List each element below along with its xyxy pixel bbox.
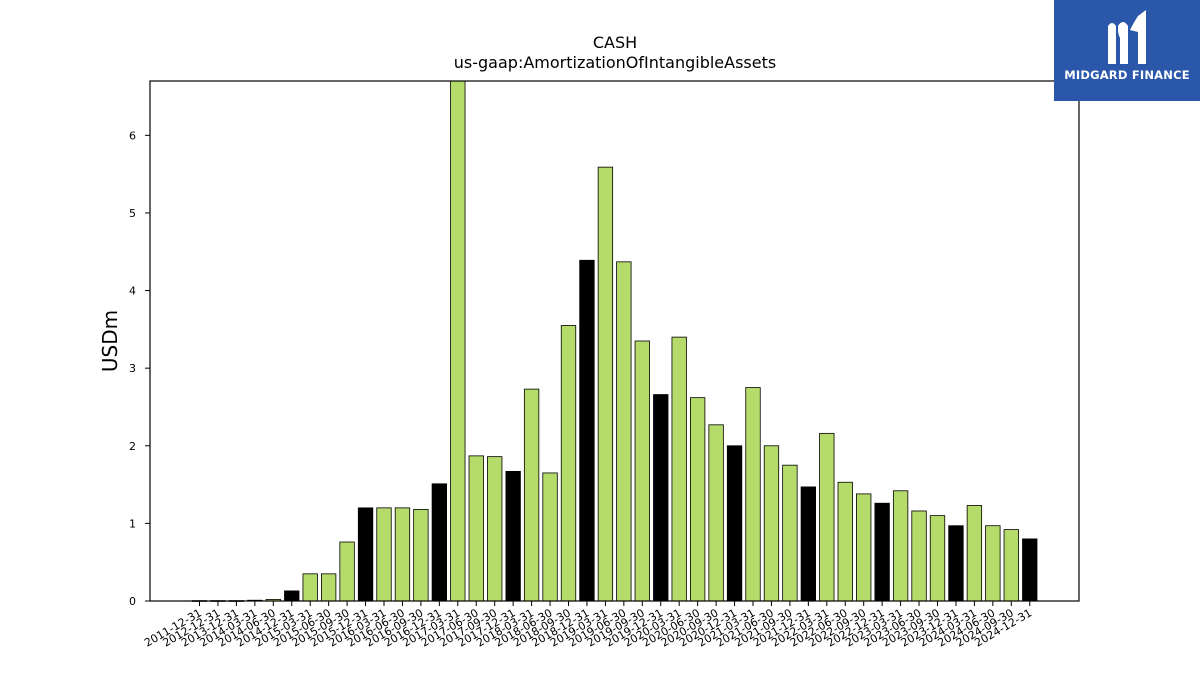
bars-group — [191, 80, 1038, 602]
bar-2015-12-31 — [357, 507, 374, 602]
bar-2022-06-30 — [837, 481, 853, 602]
y-tick-label: 6 — [129, 129, 136, 142]
brand-name: MIDGARD FINANCE — [1064, 68, 1190, 82]
y-tick-label: 5 — [129, 207, 136, 220]
bar-2019-12-31 — [653, 394, 669, 602]
bar-2019-03-31 — [597, 166, 614, 602]
y-tick-label: 2 — [129, 440, 136, 453]
bar-2015-06-30 — [320, 573, 337, 602]
bar-2022-03-31 — [819, 432, 835, 602]
y-ticks-group: 0 1 2 3 4 5 6 — [129, 129, 150, 608]
bar-2019-06-30 — [616, 261, 632, 602]
bar-2019-09-30 — [634, 340, 650, 602]
bar-2015-09-30 — [339, 541, 355, 602]
bar-2018-06-30 — [542, 472, 558, 602]
bar-2017-09-30 — [487, 456, 503, 602]
bar-2021-06-30 — [763, 445, 780, 602]
chart-subtitle: us-gaap:AmortizationOfIntangibleAssets — [454, 53, 776, 72]
x-ticks-group: 2011-12-312012-12-312013-12-312014-03-31… — [142, 601, 1034, 650]
bar-2018-03-31 — [523, 388, 540, 602]
bar-2014-12-31 — [284, 590, 300, 602]
chart-title: CASH — [593, 33, 637, 52]
y-tick-label: 3 — [129, 362, 136, 375]
bar-2015-03-31 — [302, 573, 318, 602]
y-tick-label: 1 — [129, 517, 136, 530]
brand-logo: MIDGARD FINANCE — [1054, 0, 1200, 101]
bar-2023-03-31 — [892, 490, 909, 602]
bar-2016-03-31 — [376, 507, 392, 602]
bar-2024-06-30 — [985, 525, 1001, 602]
bar-2022-12-31 — [874, 502, 890, 602]
bar-2017-06-30 — [468, 455, 484, 602]
bar-2021-09-30 — [782, 464, 798, 602]
bar-2024-12-31 — [1022, 538, 1038, 602]
plot-frame — [149, 80, 1080, 602]
bar-2017-03-31 — [450, 80, 466, 602]
bar-2023-09-30 — [929, 515, 946, 602]
bar-2016-12-31 — [431, 483, 448, 602]
bar-2017-12-31 — [505, 470, 521, 602]
bar-2018-09-30 — [560, 325, 577, 602]
bar-2018-12-31 — [579, 259, 595, 602]
bar-2022-09-30 — [856, 493, 872, 602]
y-tick-label: 4 — [129, 285, 136, 298]
y-axis-label: USDm — [98, 310, 122, 372]
bar-2023-06-30 — [911, 510, 927, 602]
bar-2024-09-30 — [1003, 529, 1019, 602]
bar-2020-09-30 — [708, 424, 724, 602]
y-tick-label: 0 — [129, 595, 136, 608]
bar-2016-06-30 — [394, 507, 411, 602]
bar-2021-12-31 — [800, 486, 816, 602]
midgard-logo-icon — [1108, 10, 1146, 64]
bar-2024-03-31 — [966, 505, 983, 602]
bar-2021-03-31 — [745, 387, 761, 602]
bar-2020-12-31 — [726, 445, 743, 602]
bar-2023-12-31 — [948, 525, 964, 602]
bar-2016-09-30 — [413, 509, 429, 602]
bar-2020-03-31 — [671, 336, 687, 602]
bar-2020-06-30 — [690, 397, 706, 602]
